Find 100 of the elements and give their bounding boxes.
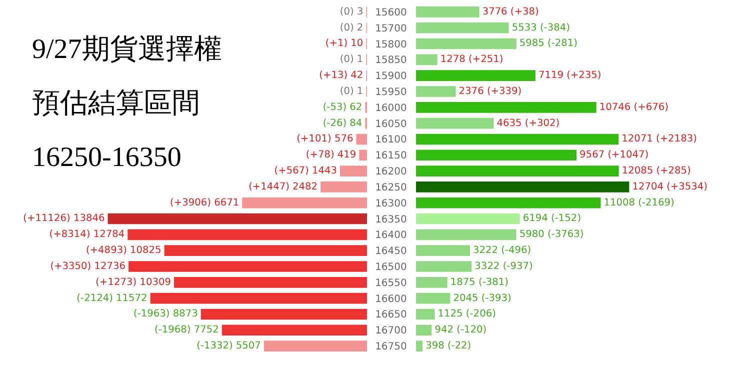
bar <box>340 166 368 176</box>
y-tick-label: 16200 <box>375 166 407 178</box>
data-label: (+78) 419 <box>306 150 356 161</box>
data-label: (+3350) 12736 <box>50 260 126 272</box>
annotation: 16250-16350 <box>32 142 182 173</box>
data-label: 5985 (-281) <box>519 38 578 50</box>
text: 預估結算區間 <box>32 88 200 119</box>
bar <box>416 134 619 145</box>
y-tick-label: 16300 <box>375 198 407 210</box>
data-label: 942 (-120) <box>434 324 487 336</box>
data-label: (+101) 576 <box>296 134 354 145</box>
data-label: 1278 (+251) <box>440 54 504 66</box>
data-label: (+1273) 10309 <box>96 276 171 288</box>
bar <box>416 197 601 208</box>
y-tick-label: 15700 <box>375 23 407 34</box>
y-tick-label: 16250 <box>375 182 407 194</box>
data-label: (+3906) 6671 <box>170 197 240 208</box>
bar <box>416 213 520 224</box>
y-tick-label: 16100 <box>375 134 407 146</box>
data-label: 9567 (+1047) <box>580 150 649 161</box>
bar <box>108 213 368 224</box>
bar <box>416 277 448 288</box>
y-tick-label: 16450 <box>375 246 407 258</box>
bar <box>416 229 516 240</box>
data-label: (+1) 10 <box>325 38 364 50</box>
bar <box>416 166 619 176</box>
y-tick-label: 16050 <box>375 118 407 130</box>
data-label: (0) 3 <box>340 6 364 18</box>
y-tick-label: 15600 <box>375 7 407 18</box>
data-label: 12085 (+285) <box>622 166 691 176</box>
bar <box>164 245 368 256</box>
y-tick-label: 16750 <box>375 342 407 353</box>
y-tick-label: 16550 <box>375 278 407 289</box>
data-label: (-1963) 8873 <box>133 308 198 320</box>
data-label: 3776 (+38) <box>482 6 539 18</box>
data-label: (+11126) 13846 <box>23 213 105 224</box>
bar <box>416 54 438 66</box>
bar <box>128 261 368 272</box>
y-tick-label: 16400 <box>375 230 407 242</box>
bar <box>416 102 596 113</box>
data-label: (-1968) 7752 <box>154 324 219 336</box>
bar <box>416 118 494 129</box>
data-label: 7119 (+235) <box>538 70 602 82</box>
bar <box>416 340 423 352</box>
y-tick-label: 16600 <box>375 294 407 305</box>
data-label: 398 (-22) <box>426 340 472 352</box>
data-label: (-1332) 5507 <box>196 340 261 352</box>
y-tick-label: 16700 <box>375 326 407 337</box>
y-tick-label: 16650 <box>375 310 407 321</box>
data-label: (+8314) 12784 <box>49 229 125 240</box>
y-tick-label: 15950 <box>375 87 407 98</box>
data-label: (-53) 62 <box>322 102 362 113</box>
bar <box>416 22 509 34</box>
bar <box>416 292 450 304</box>
data-label: 3222 (-496) <box>473 245 532 256</box>
bar <box>356 134 368 145</box>
data-label: 5533 (-384) <box>512 22 570 34</box>
data-label: 10746 (+676) <box>599 102 668 113</box>
y-tick-label: 16150 <box>375 150 407 162</box>
data-label: (+4893) 10825 <box>86 245 162 256</box>
bar <box>416 261 472 272</box>
data-label: 12071 (+2183) <box>622 134 697 145</box>
data-label: 2045 (-393) <box>453 292 512 304</box>
bar <box>150 292 368 304</box>
bar <box>128 229 368 240</box>
data-label: (+13) 42 <box>319 70 364 82</box>
bar <box>416 150 577 161</box>
y-tick-label: 15800 <box>375 39 407 50</box>
bar <box>416 86 456 97</box>
y-tick-label: 16000 <box>375 102 407 114</box>
y-tick-label: 16500 <box>375 262 407 273</box>
bar <box>200 308 368 320</box>
bar <box>416 245 470 256</box>
bar <box>320 182 368 192</box>
data-label: (+1447) 2482 <box>248 181 318 192</box>
data-label: (0) 1 <box>340 54 364 66</box>
bar <box>416 6 480 18</box>
data-label: (-26) 84 <box>322 118 362 129</box>
bar <box>416 182 630 192</box>
bar <box>416 324 432 336</box>
data-label: (-2124) 11572 <box>76 292 148 304</box>
y-tick-label: 15850 <box>375 55 407 66</box>
bar <box>242 197 368 208</box>
bar <box>416 38 516 50</box>
data-label: (0) 2 <box>340 22 364 34</box>
data-label: 5980 (-3763) <box>519 229 584 240</box>
bar <box>359 150 368 161</box>
bar <box>222 324 368 336</box>
data-label: 1875 (-381) <box>450 276 509 288</box>
data-label: 6194 (-152) <box>522 213 582 224</box>
data-label: 11008 (-2169) <box>604 197 674 208</box>
data-label: 2376 (+339) <box>458 86 522 97</box>
bar <box>416 70 536 81</box>
data-label: 1125 (-206) <box>438 308 496 320</box>
bar <box>174 277 368 288</box>
data-label: 3322 (-937) <box>474 260 533 272</box>
y-tick-label: 15900 <box>375 71 407 82</box>
data-label: 12704 (+3534) <box>632 181 708 192</box>
data-label: (0) 1 <box>340 86 364 97</box>
data-label: 4635 (+302) <box>496 118 560 129</box>
